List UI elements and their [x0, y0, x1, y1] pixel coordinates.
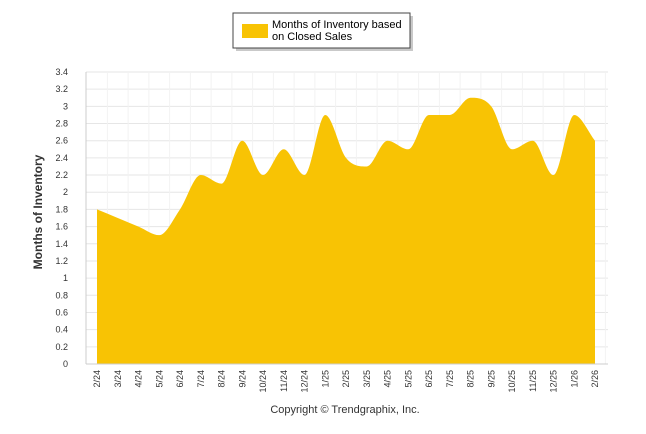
copyright-text: Copyright © Trendgraphix, Inc.: [270, 404, 419, 416]
x-tick-label: 12/25: [549, 370, 559, 393]
x-tick-label: 2/24: [92, 370, 102, 388]
x-tick-label: 7/24: [196, 370, 206, 388]
x-tick-labels: 2/24 3/24 4/24 5/24 6/24 7/24 8/24 9/24 10/24 11/…: [92, 370, 600, 393]
x-tick-label: 8/24: [217, 370, 227, 388]
y-tick-label: 1.8: [55, 204, 68, 214]
x-tick-label: 4/25: [383, 370, 393, 388]
y-tick-label: 0.4: [55, 325, 68, 335]
inventory-area: [97, 97, 595, 364]
x-tick-label: 8/25: [466, 370, 476, 388]
y-tick-label: 3.4: [55, 67, 68, 77]
y-tick-label: 2.6: [55, 136, 68, 146]
x-tick-label: 9/24: [237, 370, 247, 388]
x-tick-label: 7/25: [445, 370, 455, 388]
y-tick-label: 3.2: [55, 84, 68, 94]
axes: [85, 72, 608, 365]
y-tick-label: 1.4: [55, 239, 68, 249]
chart-legend: Months of Inventory based on Closed Sale…: [232, 12, 413, 51]
x-tick-label: 5/24: [154, 370, 164, 388]
y-tick-labels: 0 0.2 0.4 0.6 0.8 1 1.2 1.4 1.6 1.8 2 2.2 2.4 2.6 2.8 3…: [55, 67, 68, 369]
x-tick-label: 9/25: [486, 370, 496, 388]
legend-swatch: [242, 24, 268, 38]
y-tick-label: 0: [63, 359, 68, 369]
x-tick-label: 1/26: [569, 370, 579, 388]
x-tick-label: 11/24: [279, 370, 289, 392]
y-tick-label: 3: [63, 101, 68, 111]
y-tick-label: 2.2: [55, 170, 68, 180]
legend-label-line2: on Closed Sales: [272, 31, 353, 43]
x-tick-label: 4/24: [134, 370, 144, 388]
x-tick-label: 2/26: [590, 370, 600, 388]
x-tick-label: 2/25: [341, 370, 351, 388]
y-tick-label: 2.8: [55, 119, 68, 129]
y-tick-label: 2.4: [55, 153, 68, 163]
x-tick-label: 11/25: [528, 370, 538, 392]
y-tick-label: 2: [63, 187, 68, 197]
y-tick-label: 1: [63, 273, 68, 283]
x-tick-label: 3/25: [362, 370, 372, 388]
x-tick-label: 6/25: [424, 370, 434, 388]
x-tick-label: 10/24: [258, 370, 268, 393]
y-tick-label: 0.8: [55, 290, 68, 300]
x-tick-label: 1/25: [320, 370, 330, 388]
x-tick-label: 12/24: [300, 370, 310, 393]
x-tick-label: 5/25: [403, 370, 413, 388]
x-tick-label: 10/25: [507, 370, 517, 393]
x-tick-label: 3/24: [113, 370, 123, 388]
y-axis-title: Months of Inventory: [31, 154, 45, 269]
y-tick-label: 0.6: [55, 307, 68, 317]
series-area: [96, 97, 596, 364]
y-tick-label: 1.6: [55, 222, 68, 232]
legend-label-line1: Months of Inventory based: [272, 19, 402, 31]
y-tick-label: 1.2: [55, 256, 68, 266]
x-tick-label: 6/24: [175, 370, 185, 388]
y-tick-label: 0.2: [55, 342, 68, 352]
